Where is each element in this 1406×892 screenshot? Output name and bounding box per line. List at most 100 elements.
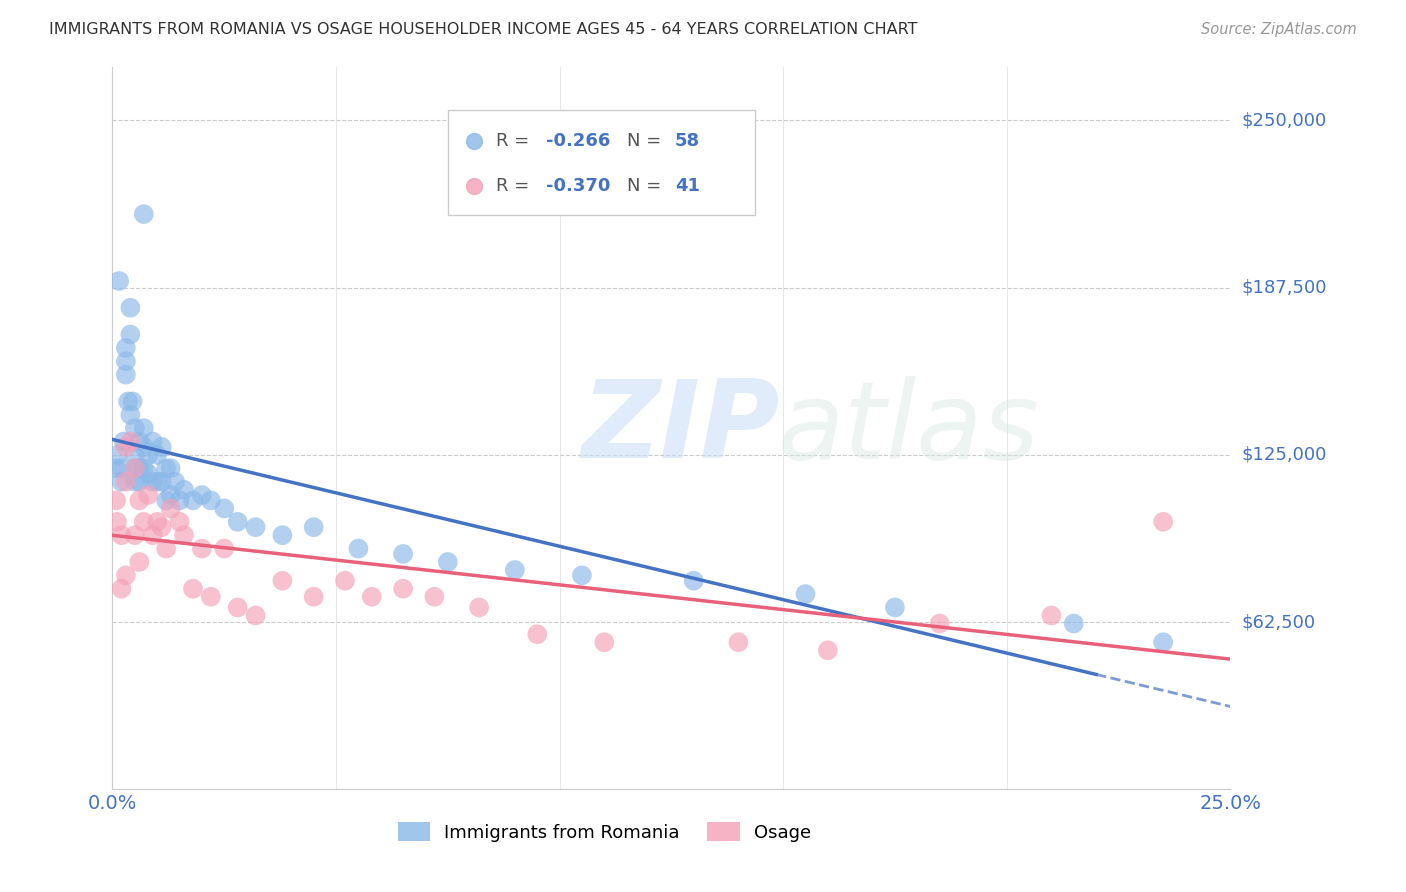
Point	[142, 528, 165, 542]
Point	[302, 590, 325, 604]
Point	[200, 590, 222, 604]
Point	[117, 394, 139, 409]
Text: $187,500: $187,500	[1241, 278, 1327, 297]
Point	[124, 475, 146, 489]
Point	[181, 493, 204, 508]
Point	[110, 582, 132, 596]
Point	[132, 515, 155, 529]
Point	[112, 434, 135, 449]
Point	[200, 493, 222, 508]
Point	[884, 600, 907, 615]
Point	[107, 448, 129, 462]
Point	[169, 493, 191, 508]
Point	[423, 590, 446, 604]
Point	[128, 555, 150, 569]
Point	[1063, 616, 1085, 631]
FancyBboxPatch shape	[447, 111, 755, 215]
Point	[120, 434, 142, 449]
Text: $62,500: $62,500	[1241, 613, 1316, 632]
Text: R =: R =	[496, 178, 534, 195]
Point	[794, 587, 817, 601]
Point	[302, 520, 325, 534]
Point	[124, 448, 146, 462]
Text: -0.370: -0.370	[546, 178, 610, 195]
Point	[146, 475, 169, 489]
Point	[181, 582, 204, 596]
Legend: Immigrants from Romania, Osage: Immigrants from Romania, Osage	[391, 815, 818, 849]
Point	[115, 475, 138, 489]
Point	[128, 493, 150, 508]
Point	[214, 501, 236, 516]
Point	[817, 643, 839, 657]
Point	[124, 421, 146, 435]
Text: ZIP: ZIP	[582, 376, 780, 481]
Text: 41: 41	[675, 178, 700, 195]
Point	[136, 488, 159, 502]
Point	[271, 574, 294, 588]
Point	[108, 274, 131, 288]
Point	[105, 515, 128, 529]
Point	[159, 461, 181, 475]
Point	[173, 483, 195, 497]
Point	[105, 493, 128, 508]
Point	[571, 568, 593, 582]
Point	[105, 461, 128, 475]
Point	[503, 563, 526, 577]
Point	[1040, 608, 1063, 623]
Point	[115, 341, 138, 355]
Point	[132, 440, 155, 454]
Text: -0.266: -0.266	[546, 132, 610, 151]
Point	[146, 515, 169, 529]
Point	[115, 368, 138, 382]
Point	[136, 448, 159, 462]
Point	[121, 394, 143, 409]
Point	[173, 528, 195, 542]
Point	[155, 461, 177, 475]
Point	[347, 541, 370, 556]
Point	[1152, 635, 1174, 649]
Point	[128, 475, 150, 489]
Point	[132, 421, 155, 435]
Point	[128, 434, 150, 449]
Point	[120, 408, 142, 422]
Point	[124, 461, 146, 475]
Point	[226, 515, 249, 529]
Point	[142, 475, 165, 489]
Point	[155, 493, 177, 508]
Text: R =: R =	[496, 132, 534, 151]
Point	[682, 574, 704, 588]
Point	[120, 301, 142, 315]
Point	[271, 528, 294, 542]
Point	[132, 207, 155, 221]
Point	[120, 327, 142, 342]
Point	[124, 528, 146, 542]
Text: N =: N =	[627, 178, 666, 195]
Point	[142, 434, 165, 449]
Point	[333, 574, 356, 588]
Point	[146, 448, 169, 462]
Point	[155, 541, 177, 556]
Point	[132, 461, 155, 475]
Point	[191, 541, 214, 556]
Point	[436, 555, 458, 569]
Point	[245, 608, 267, 623]
Point	[110, 528, 132, 542]
Point	[159, 488, 181, 502]
Text: $125,000: $125,000	[1241, 446, 1327, 464]
Point	[115, 440, 138, 454]
Point	[110, 461, 132, 475]
Point	[392, 582, 415, 596]
Text: N =: N =	[627, 132, 666, 151]
Point	[150, 520, 173, 534]
Point	[150, 440, 173, 454]
Point	[468, 600, 491, 615]
Point	[110, 475, 132, 489]
Point	[1152, 515, 1174, 529]
Point	[214, 541, 236, 556]
Point	[245, 520, 267, 534]
Text: atlas: atlas	[778, 376, 1039, 481]
Point	[128, 461, 150, 475]
Point	[115, 354, 138, 368]
Text: Source: ZipAtlas.com: Source: ZipAtlas.com	[1201, 22, 1357, 37]
Point	[165, 475, 187, 489]
